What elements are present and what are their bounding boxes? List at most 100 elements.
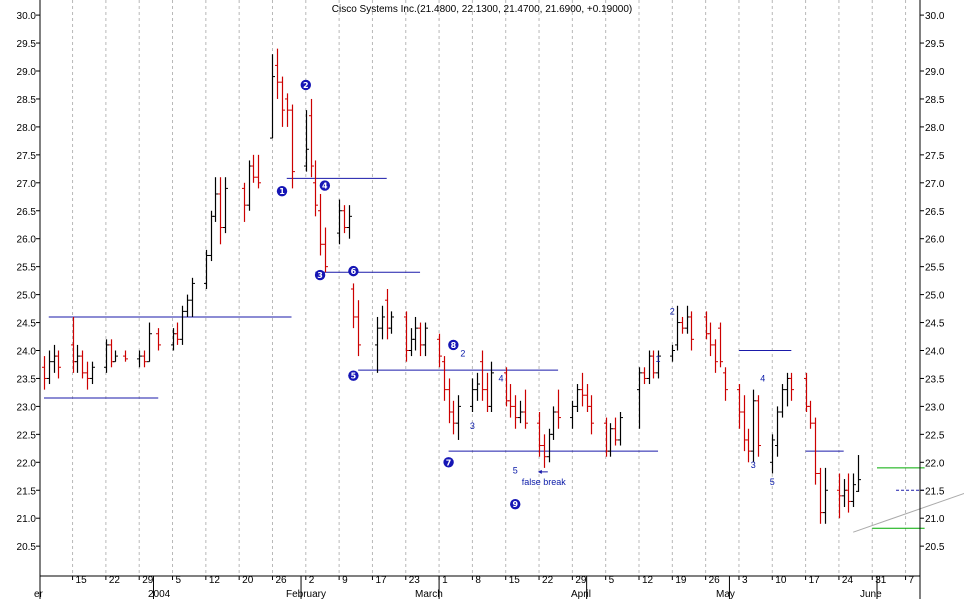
false-break-arrowhead bbox=[537, 469, 542, 474]
chart-title: Cisco Systems Inc.(21.4800, 22.1300, 21.… bbox=[332, 4, 632, 15]
y-axis: 20.5 20.5 21.0 21.0 21.5 21.5 22.0 22.0 22.5 22.5… bbox=[17, 11, 945, 553]
ohlc-bar bbox=[147, 322, 152, 363]
x-tick-label: 3 bbox=[742, 575, 748, 586]
false-break-label: false break bbox=[522, 477, 567, 487]
y-tick-label-right: 28.5 bbox=[925, 95, 945, 106]
y-tick-label-right: 29.0 bbox=[925, 67, 945, 78]
ohlc-bar bbox=[813, 417, 818, 485]
x-month-label: February bbox=[286, 589, 326, 599]
wave-marker-circle bbox=[443, 457, 454, 468]
wave-label: 2 bbox=[670, 306, 675, 316]
ohlc-bar bbox=[223, 177, 228, 234]
y-tick-label-left: 26.0 bbox=[17, 235, 37, 246]
x-tick-label: 9 bbox=[342, 575, 348, 586]
ohlc-bar bbox=[513, 395, 518, 429]
ohlc-bar bbox=[456, 395, 461, 440]
wave-marker-label: 8 bbox=[451, 341, 457, 350]
wave-marker-label: 1 bbox=[279, 187, 285, 196]
ohlc-bar bbox=[551, 406, 556, 440]
wave-marker-circle bbox=[510, 499, 521, 510]
ohlc-bar bbox=[756, 395, 761, 457]
ohlc-bar bbox=[175, 322, 180, 345]
ohlc-bar bbox=[556, 389, 561, 429]
ohlc-bar bbox=[404, 311, 409, 362]
ohlc-bar bbox=[347, 205, 352, 239]
y-tick-label-left: 27.5 bbox=[17, 151, 37, 162]
ohlc-bar bbox=[751, 389, 756, 463]
x-tick-label: 29 bbox=[575, 575, 587, 586]
x-tick-label: 12 bbox=[209, 575, 221, 586]
ohlc-bar bbox=[389, 311, 394, 334]
y-tick-label-right: 23.0 bbox=[925, 402, 945, 413]
ohlc-bar bbox=[618, 411, 623, 446]
y-tick-label-left: 28.5 bbox=[17, 95, 37, 106]
y-tick-label-right: 21.0 bbox=[925, 514, 945, 525]
y-tick-label-left: 22.0 bbox=[17, 458, 37, 469]
ohlc-bar bbox=[675, 305, 680, 351]
wave-marker-circle bbox=[448, 339, 459, 351]
wave-label: 4 bbox=[498, 373, 503, 383]
ohlc-bar bbox=[285, 93, 290, 127]
ohlc-bar bbox=[851, 473, 856, 508]
wave-labels: 2 3 4 5 1 2 4 3 5 bbox=[460, 306, 774, 486]
y-tick-label-right: 21.5 bbox=[925, 486, 945, 497]
ohlc-bar bbox=[380, 305, 385, 340]
wave-marker: 1 bbox=[276, 185, 288, 197]
wave-label: 5 bbox=[513, 466, 518, 476]
y-tick-label-right: 25.5 bbox=[925, 263, 945, 274]
ohlc-bar bbox=[670, 344, 675, 362]
ohlc-bar bbox=[113, 350, 118, 363]
y-tick-label-left: 29.5 bbox=[17, 39, 37, 50]
wave-label: 4 bbox=[760, 373, 765, 383]
wave-label: 1 bbox=[656, 354, 661, 364]
ohlc-bar bbox=[518, 400, 523, 424]
ohlc-bar bbox=[342, 205, 347, 234]
ohlc-bar bbox=[642, 367, 647, 385]
ohlc-bar bbox=[442, 356, 447, 401]
ohlc-bar bbox=[270, 54, 275, 139]
y-tick-label-right: 26.5 bbox=[925, 207, 945, 218]
ohlc-bar bbox=[746, 428, 751, 463]
y-tick-label-left: 27.0 bbox=[17, 179, 37, 190]
y-tick-label-right: 22.5 bbox=[925, 430, 945, 441]
wave-label: 3 bbox=[470, 421, 475, 431]
ohlc-bar bbox=[375, 316, 380, 373]
wave-marker: 2 bbox=[300, 79, 311, 91]
x-tick-label: 20 bbox=[242, 575, 254, 586]
wave-label: 5 bbox=[770, 477, 775, 487]
ohlc-bar bbox=[846, 473, 851, 513]
wave-marker-circle bbox=[348, 370, 359, 381]
ohlc-bar bbox=[42, 356, 47, 390]
wave-marker-label: 9 bbox=[512, 500, 518, 509]
ohlc-bar bbox=[637, 367, 642, 429]
wave-marker-circle bbox=[276, 185, 288, 197]
ohlc-bar bbox=[775, 406, 780, 457]
ohlc-bar bbox=[80, 350, 85, 379]
y-tick-label-right: 27.5 bbox=[925, 151, 945, 162]
y-tick-label-right: 24.5 bbox=[925, 319, 945, 330]
ohlc-bar bbox=[351, 283, 356, 329]
ohlc-bar bbox=[290, 104, 295, 189]
ohlc-bar bbox=[180, 305, 185, 345]
y-tick-label-right: 26.0 bbox=[925, 235, 945, 246]
y-tick-label-left: 25.5 bbox=[17, 263, 37, 274]
ohlc-bar bbox=[213, 177, 218, 222]
wave-marker-label: 2 bbox=[303, 81, 309, 90]
level-lines bbox=[44, 177, 964, 533]
y-tick-label-left: 23.5 bbox=[17, 374, 37, 385]
x-tick-label: 12 bbox=[642, 575, 654, 586]
x-tick-label: 8 bbox=[475, 575, 481, 586]
wave-marker-circle bbox=[314, 269, 326, 281]
ohlc-bar bbox=[423, 322, 428, 357]
ohlc-bar bbox=[713, 339, 718, 373]
ohlc-bar bbox=[218, 177, 223, 245]
ohlc-bar bbox=[437, 333, 442, 368]
ohlc-bar bbox=[304, 110, 309, 172]
ohlc-bar bbox=[770, 434, 775, 474]
ohlc-bar bbox=[575, 384, 580, 412]
y-tick-label-left: 24.0 bbox=[17, 347, 37, 358]
wave-marker: 7 bbox=[443, 457, 454, 468]
ohlc-bar bbox=[142, 350, 147, 368]
x-tick-label: 26 bbox=[709, 575, 721, 586]
